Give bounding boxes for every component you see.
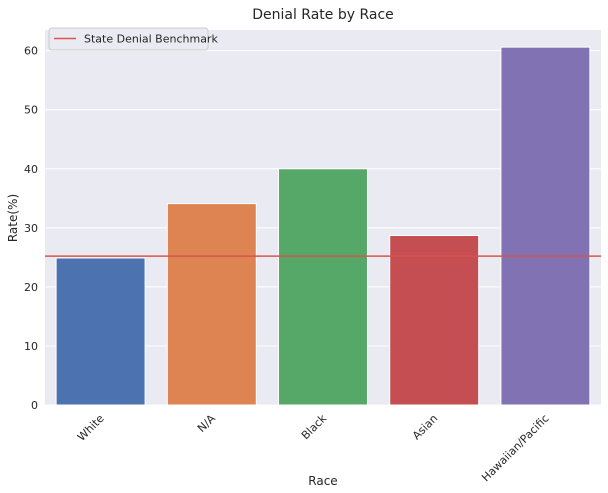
y-tick-label: 10 (24, 340, 38, 353)
bars (55, 46, 591, 406)
y-tick-label: 20 (24, 281, 38, 294)
x-tick-label: Black (299, 411, 330, 442)
y-axis-label: Rate(%) (6, 194, 20, 242)
y-axis-ticks: 0 10 20 30 40 50 60 (24, 45, 38, 412)
x-tick-label: Hawaiian/Pacific (479, 412, 551, 484)
x-tick-label: White (75, 412, 107, 444)
legend-label: State Denial Benchmark (84, 33, 218, 46)
x-tick-label: Asian (410, 412, 440, 442)
legend-box (48, 27, 209, 51)
y-tick-label: 50 (24, 104, 38, 117)
bar-hawaiian-pacific (500, 46, 591, 406)
chart-title: Denial Rate by Race (252, 7, 394, 23)
bar-black (278, 168, 368, 406)
y-tick-label: 60 (24, 45, 38, 58)
bar-n-a (166, 203, 257, 406)
x-tick-label: N/A (195, 412, 218, 435)
y-tick-label: 30 (24, 222, 38, 235)
y-tick-label: 0 (31, 399, 38, 412)
x-axis-label: Race (308, 474, 337, 488)
bar-asian (389, 235, 480, 406)
y-tick-label: 40 (24, 163, 38, 176)
legend: State Denial Benchmark (48, 27, 218, 51)
bar-white (55, 257, 146, 406)
